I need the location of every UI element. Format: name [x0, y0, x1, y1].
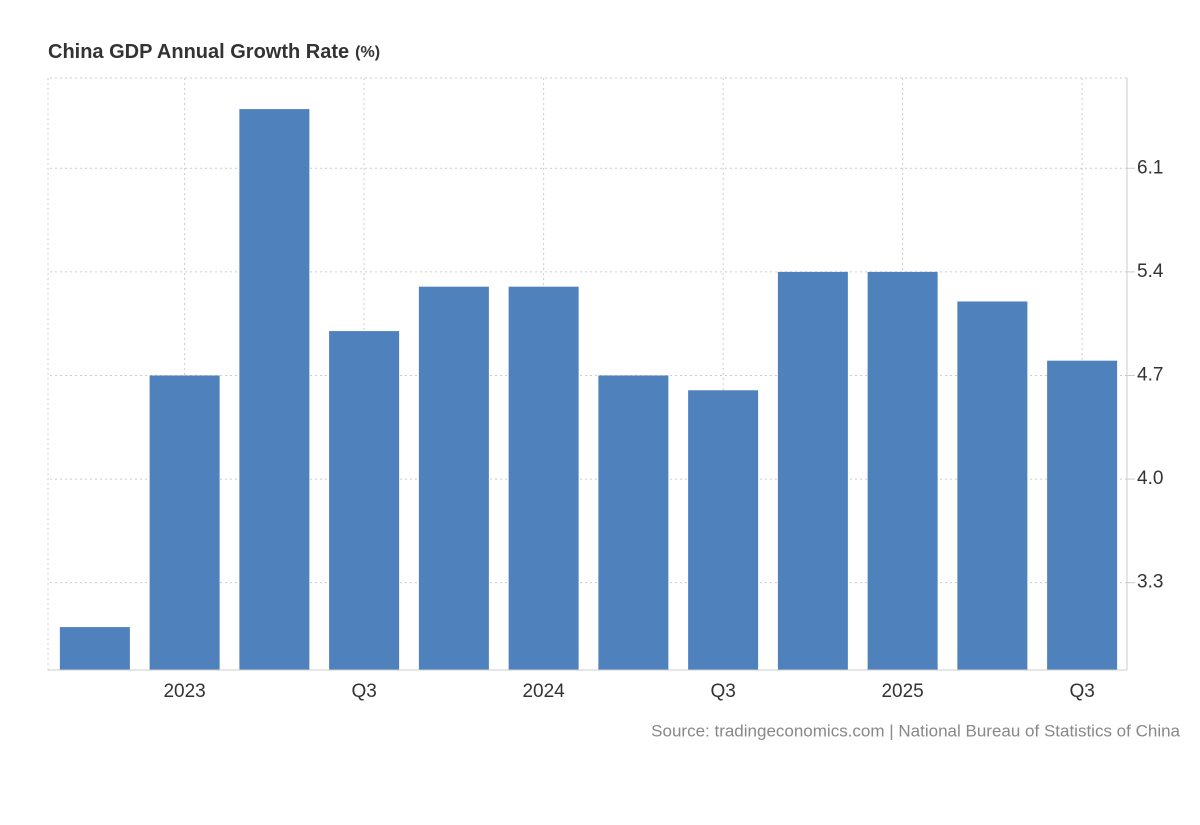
- bar: [598, 375, 669, 670]
- bar: [1047, 360, 1118, 670]
- x-tick-label: 2024: [522, 681, 565, 702]
- bar: [777, 271, 848, 670]
- bar: [508, 286, 579, 670]
- x-tick-label: Q3: [351, 681, 376, 702]
- bar: [867, 271, 938, 670]
- x-tick-label: 2025: [881, 681, 923, 702]
- bar: [418, 286, 489, 670]
- source: Source: tradingeconomics.com | National …: [651, 721, 1180, 740]
- bar: [59, 627, 130, 670]
- chart-title: China GDP Annual Growth Rate (%): [48, 41, 380, 63]
- title-text: China GDP Annual Growth Rate: [48, 41, 349, 63]
- y-tick-label: 6.1: [1137, 157, 1163, 178]
- bar: [149, 375, 220, 670]
- y-tick-label: 5.4: [1137, 261, 1164, 282]
- bar: [239, 109, 310, 670]
- x-tick-label: Q3: [710, 681, 735, 702]
- bar: [688, 390, 759, 670]
- y-tick-label: 4.0: [1137, 468, 1163, 489]
- bar: [957, 301, 1028, 670]
- x-tick-label: 2023: [163, 681, 205, 702]
- x-tick-label: Q3: [1069, 681, 1094, 702]
- y-tick-label: 3.3: [1137, 572, 1163, 593]
- title-unit: (%): [355, 44, 380, 61]
- bar: [329, 331, 400, 670]
- y-tick-label: 4.7: [1137, 364, 1163, 385]
